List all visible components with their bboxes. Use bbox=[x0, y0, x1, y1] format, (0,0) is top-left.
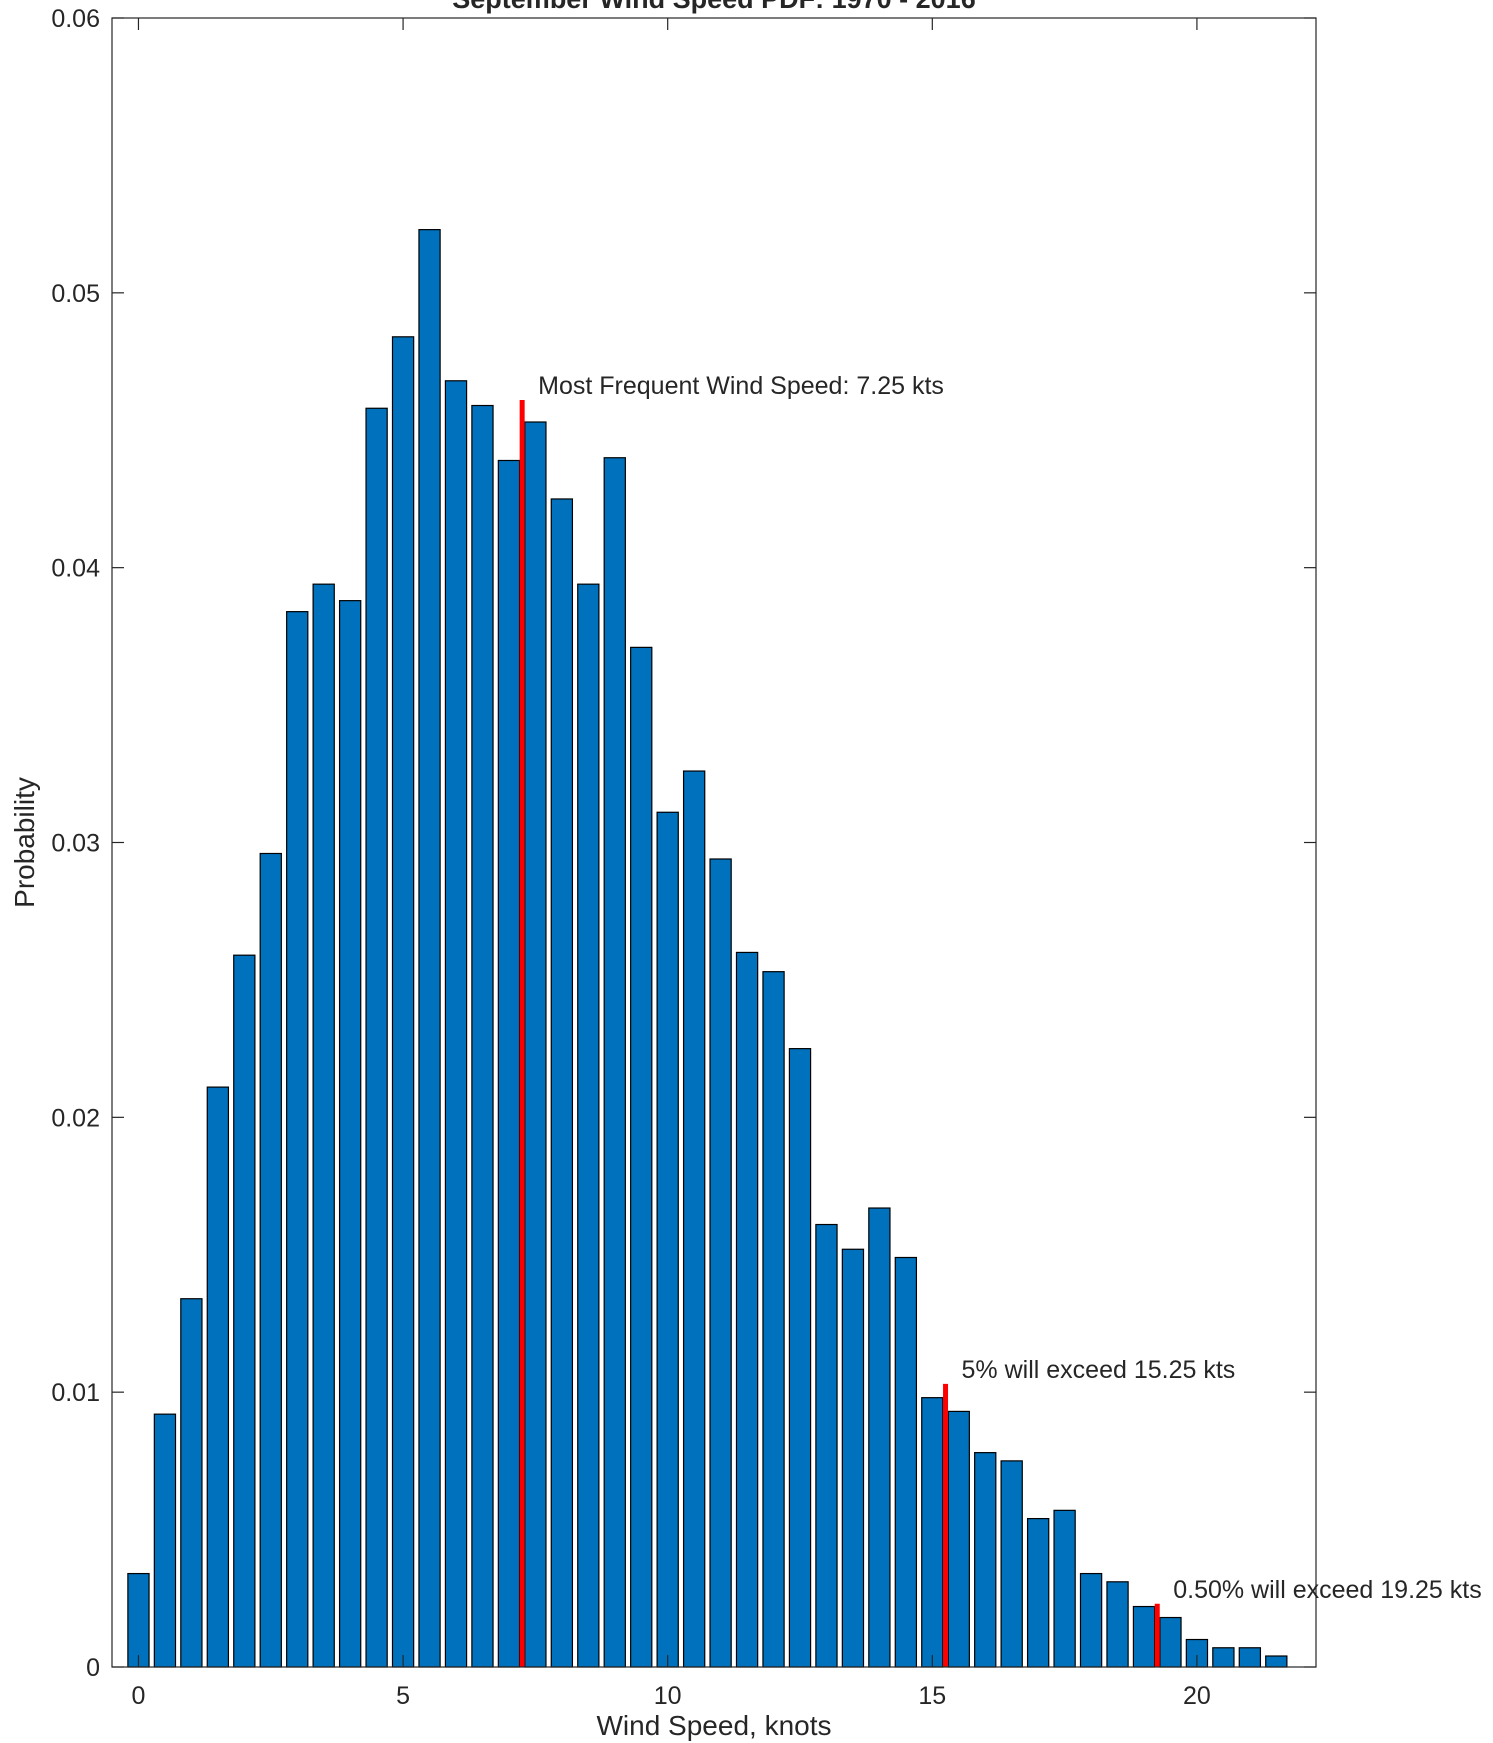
bar bbox=[497, 459, 521, 1668]
y-tick-label: 0.05 bbox=[51, 280, 100, 308]
bar bbox=[524, 421, 547, 1668]
bar bbox=[735, 951, 759, 1668]
bar bbox=[1000, 1460, 1023, 1668]
x-tick-label: 0 bbox=[132, 1682, 146, 1710]
bar bbox=[365, 407, 388, 1668]
x-tick-label: 5 bbox=[396, 1682, 410, 1710]
bar bbox=[709, 858, 732, 1668]
x-tick-label: 15 bbox=[918, 1682, 946, 1710]
bar bbox=[921, 1397, 944, 1668]
y-tick-label: 0.01 bbox=[51, 1379, 100, 1407]
bar bbox=[550, 498, 574, 1668]
y-tick-label: 0.03 bbox=[51, 830, 100, 858]
y-tick-label: 0.06 bbox=[51, 5, 100, 33]
bar bbox=[259, 852, 282, 1668]
x-tick-label: 20 bbox=[1183, 1682, 1211, 1710]
bar bbox=[471, 404, 494, 1668]
y-axis-label: Probability bbox=[9, 777, 40, 908]
bar bbox=[180, 1298, 203, 1668]
bar bbox=[630, 646, 653, 1668]
marker-annotation: 5% will exceed 15.25 kts bbox=[962, 1356, 1236, 1384]
bar bbox=[418, 229, 441, 1668]
bar bbox=[444, 380, 468, 1668]
bar bbox=[682, 770, 706, 1668]
bar bbox=[1212, 1647, 1235, 1668]
bar bbox=[762, 971, 785, 1668]
chart-title: September Wind Speed PDF: 1970 - 2016 bbox=[452, 0, 975, 14]
x-tick-label: 10 bbox=[654, 1682, 682, 1710]
bar bbox=[656, 811, 679, 1668]
bar bbox=[1159, 1616, 1182, 1668]
y-tick-label: 0 bbox=[86, 1654, 100, 1682]
x-axis-label: Wind Speed, knots bbox=[596, 1710, 831, 1741]
bar bbox=[312, 583, 335, 1668]
threshold-markers: Most Frequent Wind Speed: 7.25 kts 5% wil… bbox=[519, 372, 1482, 1667]
bars bbox=[127, 229, 1288, 1668]
bar bbox=[206, 1086, 230, 1668]
bar bbox=[391, 336, 415, 1668]
bar bbox=[788, 1048, 812, 1668]
bar bbox=[1106, 1581, 1129, 1668]
bar bbox=[1265, 1655, 1288, 1668]
bar bbox=[1238, 1647, 1262, 1668]
bar bbox=[815, 1223, 838, 1668]
bar bbox=[338, 600, 362, 1668]
y-tick-label: 0.02 bbox=[51, 1104, 100, 1132]
bar bbox=[1079, 1572, 1103, 1668]
bar bbox=[974, 1452, 997, 1668]
bar bbox=[233, 954, 256, 1668]
bar bbox=[1053, 1509, 1076, 1668]
y-tick-label: 0.04 bbox=[51, 555, 100, 583]
bar bbox=[894, 1256, 918, 1668]
bar bbox=[1132, 1605, 1156, 1668]
bar bbox=[603, 457, 626, 1668]
bar bbox=[868, 1207, 891, 1668]
bar bbox=[841, 1248, 865, 1668]
bar bbox=[153, 1413, 177, 1668]
bar bbox=[286, 611, 309, 1668]
bar bbox=[577, 583, 600, 1668]
axis-ticks: 0 5 10 15 20 0 0.01 0.02 0.03 0.04 0.05 0.06 bbox=[51, 5, 1316, 1710]
bar bbox=[127, 1572, 150, 1668]
marker-annotation: 0.50% will exceed 19.25 kts bbox=[1173, 1576, 1482, 1604]
bar bbox=[947, 1410, 970, 1668]
bar bbox=[1026, 1517, 1050, 1668]
marker-annotation: Most Frequent Wind Speed: 7.25 kts bbox=[538, 372, 944, 400]
